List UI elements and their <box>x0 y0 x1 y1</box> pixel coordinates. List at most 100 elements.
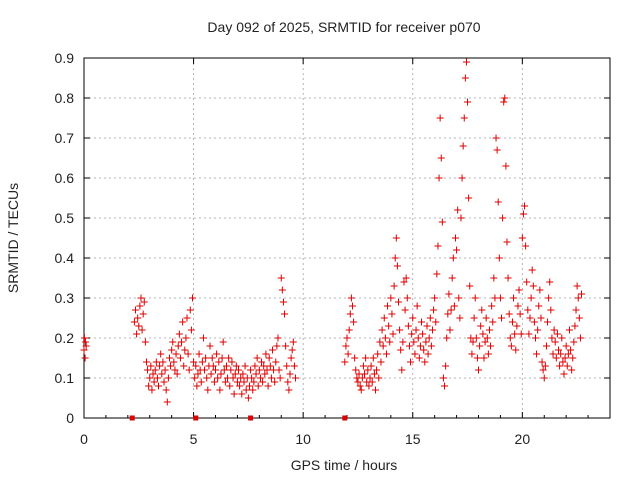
data-point <box>132 306 140 314</box>
y-tick-label: 0.2 <box>55 330 75 346</box>
x-tick-label: 5 <box>190 431 198 447</box>
data-point <box>254 382 262 390</box>
data-point <box>444 310 452 318</box>
data-point <box>345 326 353 334</box>
data-point <box>513 322 521 330</box>
data-point <box>178 338 186 346</box>
data-point <box>379 342 387 350</box>
data-point <box>461 74 469 82</box>
data-point <box>261 370 269 378</box>
data-point <box>165 354 173 362</box>
data-point <box>208 354 216 362</box>
data-point <box>418 318 426 326</box>
data-point <box>291 374 299 382</box>
data-point <box>156 362 164 370</box>
data-point <box>537 314 545 322</box>
data-point <box>488 302 496 310</box>
data-point <box>482 314 490 322</box>
data-point <box>290 362 298 370</box>
data-point <box>202 354 210 362</box>
data-point <box>209 362 217 370</box>
data-point <box>388 310 396 318</box>
data-point <box>420 346 428 354</box>
data-point <box>410 338 418 346</box>
data-point <box>558 334 566 342</box>
data-point <box>265 354 273 362</box>
data-point <box>169 338 177 346</box>
data-point <box>135 322 143 330</box>
data-point <box>341 358 349 366</box>
x-tick-labels: 0 5 10 15 20 <box>80 431 530 447</box>
data-point <box>427 342 435 350</box>
data-point <box>538 358 546 366</box>
data-point <box>271 378 279 386</box>
data-point <box>163 398 171 406</box>
data-point <box>551 338 559 346</box>
data-point <box>471 294 479 302</box>
data-point <box>175 330 183 338</box>
data-point <box>498 314 506 322</box>
data-point <box>226 382 234 390</box>
data-point <box>212 366 219 374</box>
data-point <box>479 330 487 338</box>
data-point <box>378 326 386 334</box>
data-point <box>199 334 207 342</box>
data-point <box>493 146 501 154</box>
data-point <box>412 326 420 334</box>
data-point <box>465 194 473 202</box>
data-point <box>544 318 552 326</box>
data-point <box>227 366 235 374</box>
data-point <box>253 354 261 362</box>
data-point <box>574 294 582 302</box>
data-point <box>428 326 436 334</box>
data-point <box>283 362 291 370</box>
data-point <box>441 382 449 390</box>
data-point <box>437 154 445 162</box>
data-point <box>191 374 199 382</box>
data-point <box>495 254 503 262</box>
data-point <box>239 370 247 378</box>
data-point <box>462 58 470 66</box>
data-points <box>80 58 586 406</box>
data-point <box>151 366 159 374</box>
data-point <box>405 342 413 350</box>
data-point <box>276 374 284 382</box>
data-point <box>164 374 172 382</box>
data-point <box>430 306 438 314</box>
data-point <box>527 294 535 302</box>
data-point <box>548 334 556 342</box>
data-point <box>80 346 88 354</box>
data-point <box>136 302 144 310</box>
data-point <box>245 382 253 390</box>
data-point <box>228 358 236 366</box>
data-point <box>386 338 394 346</box>
data-point <box>401 306 409 314</box>
data-point <box>213 350 221 358</box>
data-point <box>225 354 233 362</box>
data-point <box>161 366 169 374</box>
data-point <box>568 366 576 374</box>
data-point <box>155 382 163 390</box>
data-point <box>451 234 459 242</box>
data-point <box>510 294 518 302</box>
data-point <box>528 266 536 274</box>
data-point <box>210 378 218 386</box>
data-point <box>192 362 200 370</box>
data-point <box>183 314 191 322</box>
data-point <box>193 382 201 390</box>
data-point <box>284 378 292 386</box>
data-point <box>233 378 241 386</box>
data-point <box>553 330 561 338</box>
x-axis-label: GPS time / hours <box>291 457 398 473</box>
data-point <box>172 350 180 358</box>
data-point <box>368 378 376 386</box>
data-point <box>504 274 512 282</box>
data-point <box>554 346 562 354</box>
data-point <box>281 310 289 318</box>
axis-ticks <box>83 57 610 419</box>
data-point <box>375 374 383 382</box>
data-point <box>362 354 370 362</box>
data-point <box>449 254 457 262</box>
data-point <box>565 326 573 334</box>
data-point <box>130 318 138 326</box>
